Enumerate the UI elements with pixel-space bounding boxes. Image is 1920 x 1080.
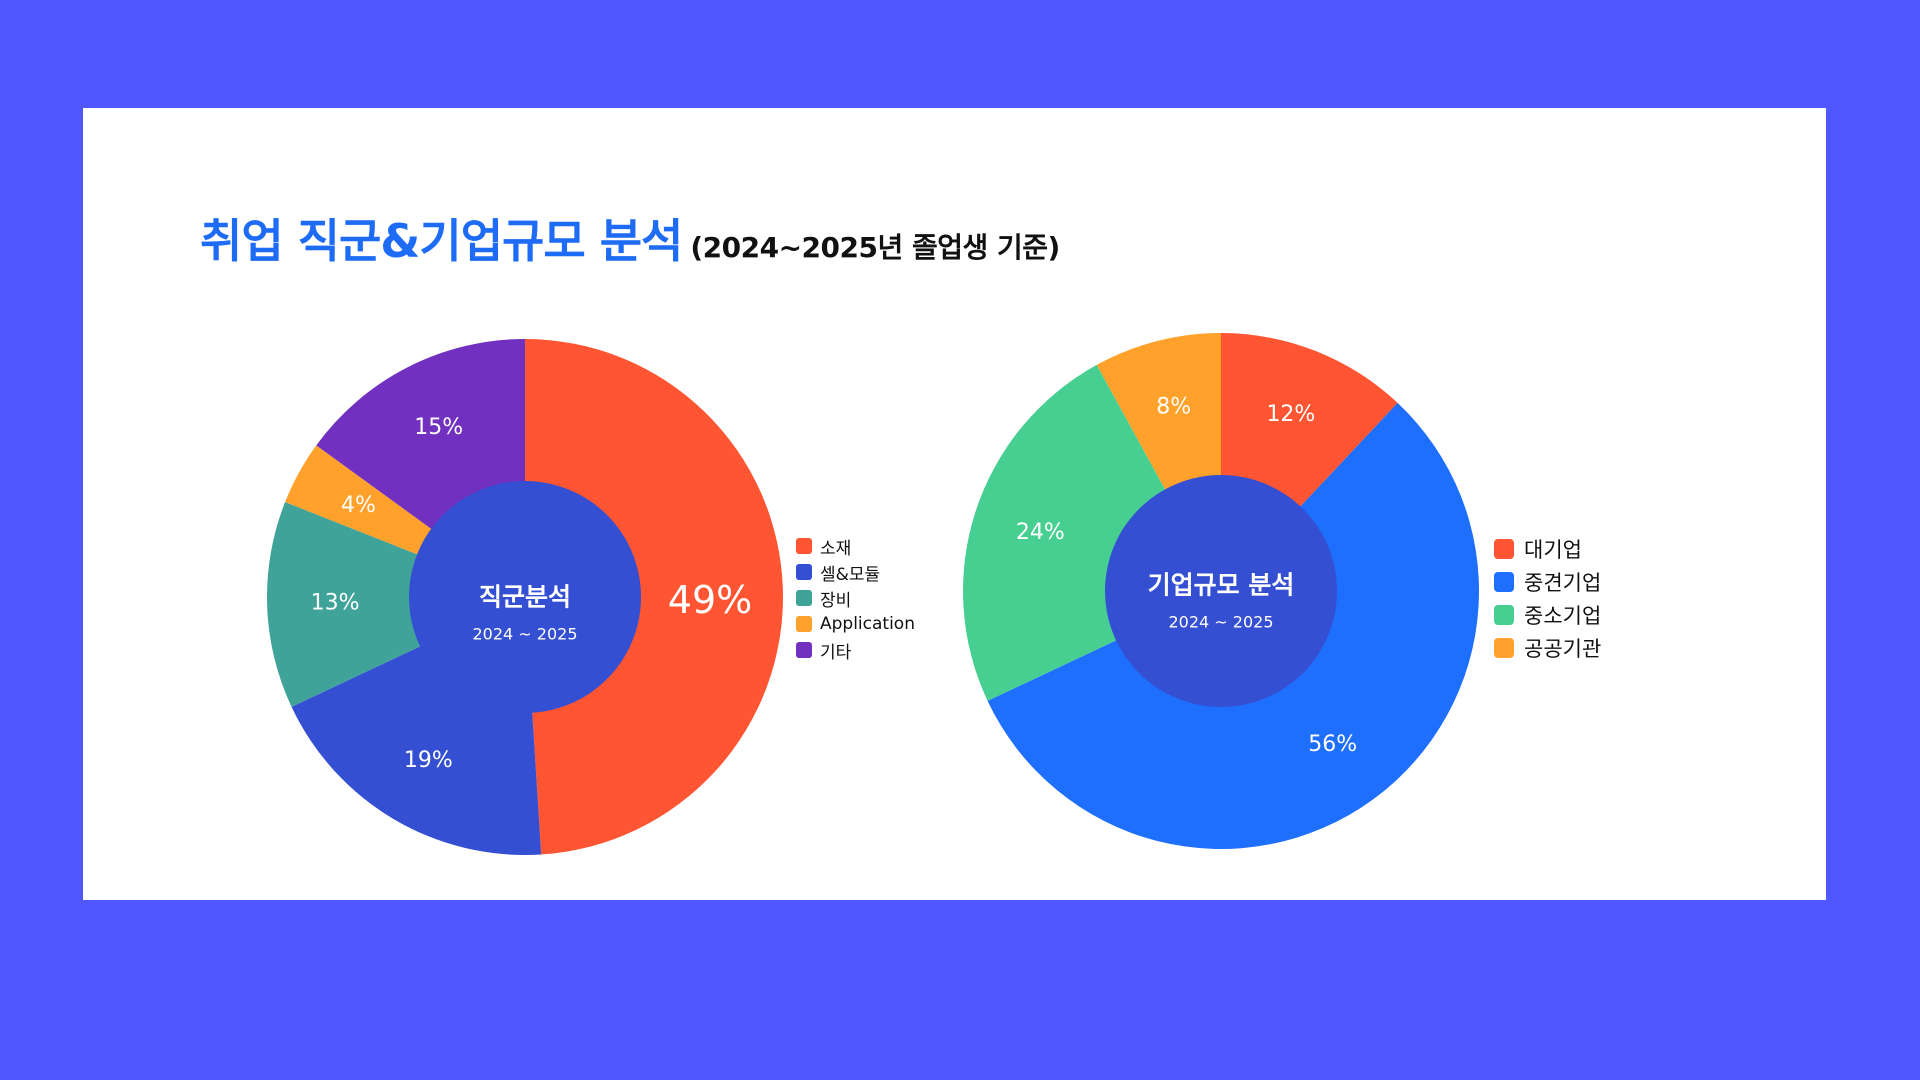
legend-swatch [796, 564, 812, 580]
legend-swatch [796, 642, 812, 658]
legend-swatch [1494, 571, 1514, 592]
pie-slice-slice-0 [525, 339, 783, 855]
legend-item: Application [796, 611, 915, 637]
page-title: 취업 직군&기업규모 분석 (2024~2025년 졸업생 기준) [200, 205, 1060, 271]
donut-center-title: 기업규모 분석 [1148, 571, 1295, 600]
pie-slice-slice-2 [266, 502, 525, 707]
slice-label-slice-1: 19% [404, 748, 453, 773]
legend-swatch [796, 590, 812, 606]
legend-item: 공공기관 [1494, 631, 1601, 664]
legend-item: 장비 [796, 585, 915, 611]
legend-label: Application [820, 614, 915, 634]
title-main: 취업 직군&기업규모 분석 [200, 214, 683, 268]
legend-item: 소재 [796, 533, 915, 559]
legend-item: 기타 [796, 637, 915, 663]
slice-label-slice-0: 49% [668, 578, 752, 622]
slice-label-slice-2: 13% [311, 591, 360, 616]
donut-center-title: 직군분석 [479, 583, 571, 612]
legend-label: 대기업 [1524, 537, 1582, 562]
donut-center-subtitle: 2024 ~ 2025 [472, 625, 577, 644]
legend-label: 중견기업 [1524, 570, 1602, 595]
legend-label: 중소기업 [1524, 603, 1602, 628]
chart-job-category: 49% 19% 13% 4% 15% 직군분석 2024 ~ 2025 [266, 339, 783, 855]
legend-item: 대기업 [1494, 532, 1601, 565]
donut-center [1105, 475, 1337, 707]
legend-label: 소재 [820, 538, 852, 559]
legend-label: 셀&모듈 [820, 564, 881, 585]
legend-item: 중소기업 [1494, 598, 1601, 631]
legend-swatch [1494, 538, 1514, 559]
slice-label-slice-4: 15% [414, 415, 463, 440]
slice-label-slice-3: 8% [1156, 395, 1191, 420]
slice-label-slice-0: 12% [1266, 402, 1315, 427]
legend-label: 공공기관 [1524, 636, 1602, 661]
slice-label-slice-2: 24% [1016, 520, 1065, 545]
slice-label-application: 4% [341, 493, 376, 518]
donut-center-subtitle: 2024 ~ 2025 [1168, 613, 1273, 632]
title-subtitle: (2024~2025년 졸업생 기준) [690, 231, 1060, 264]
legend-label: 기타 [820, 642, 852, 663]
slice-label-slice-1: 56% [1308, 732, 1357, 757]
legend-swatch [1494, 637, 1514, 658]
legend-label: 장비 [820, 590, 852, 611]
legend-item: 중견기업 [1494, 565, 1601, 598]
chart-company-size: 12% 56% 24% 8% 기업규모 분석 2024 ~ 2025 [962, 333, 1479, 850]
legend-swatch [796, 538, 812, 554]
donut-center [409, 481, 641, 713]
legend-swatch [1494, 604, 1514, 625]
legend-item: 셀&모듈 [796, 559, 915, 585]
legend-swatch [796, 616, 812, 632]
